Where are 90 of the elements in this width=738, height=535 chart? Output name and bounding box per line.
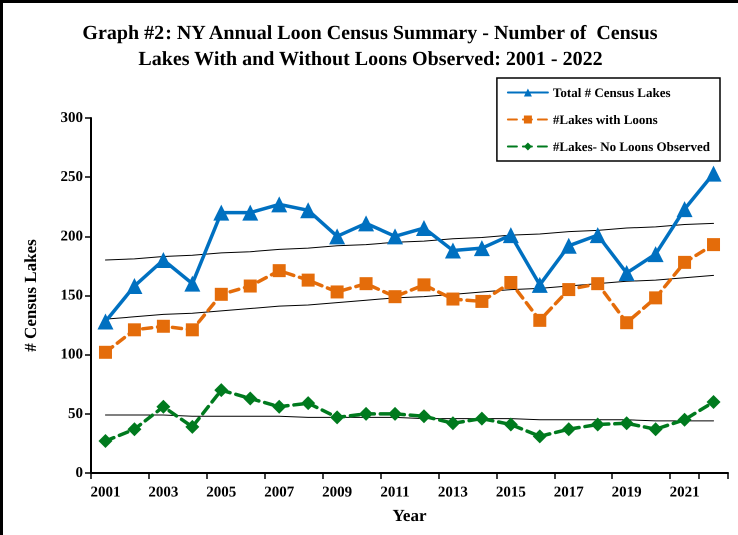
point [502, 227, 519, 244]
y-tick-label: 100 [60, 346, 83, 363]
point [590, 227, 606, 244]
x-tick-label: 2017 [554, 484, 584, 500]
point [359, 406, 374, 421]
point [560, 238, 577, 254]
x-tick-label: 2007 [264, 484, 295, 500]
y-tick-label: 250 [60, 169, 83, 186]
point [185, 420, 200, 434]
point [155, 252, 172, 268]
point [358, 215, 374, 232]
point [272, 264, 286, 278]
point [360, 277, 373, 290]
legend-label: Total # Census Lakes [552, 85, 671, 100]
point [474, 412, 489, 426]
point [618, 265, 635, 282]
x-axis-title: Year [392, 506, 427, 525]
point [648, 246, 664, 262]
point [475, 294, 488, 308]
point [649, 291, 662, 304]
point [532, 429, 547, 444]
point [417, 278, 430, 292]
point [591, 277, 604, 290]
point [387, 228, 404, 244]
x-tick-label: 2001 [90, 484, 120, 500]
point [126, 278, 142, 294]
x-tick-label: 2021 [670, 484, 700, 500]
point [128, 323, 141, 336]
point [214, 383, 228, 398]
point [127, 422, 142, 436]
y-tick-label: 0 [76, 465, 83, 481]
point [416, 409, 431, 424]
point [706, 395, 721, 409]
point [678, 256, 692, 269]
y-axis-title: # Census Lakes [21, 238, 40, 352]
x-tick-label: 2005 [206, 484, 236, 500]
point [242, 204, 258, 221]
point [302, 274, 315, 287]
y-tick-label: 150 [60, 288, 83, 304]
point [416, 220, 432, 236]
point [620, 416, 634, 430]
point [648, 422, 663, 436]
x-tick-label: 2009 [322, 484, 352, 500]
point [330, 285, 344, 298]
point [156, 320, 170, 333]
point [156, 400, 170, 414]
y-tick-label: 50 [68, 406, 83, 422]
x-tick-label: 2011 [380, 484, 410, 500]
point [388, 290, 402, 304]
point [590, 417, 605, 432]
point [186, 323, 199, 336]
legend-label: #Lakes with Loons [552, 112, 658, 127]
chart-title: Graph #2: NY Annual Loon Census Summary - Number of Census Lakes With and Without Loons Observed: 2001 - 2022 [82, 22, 658, 70]
point [504, 276, 518, 289]
point [707, 238, 720, 252]
x-tick-label: 2019 [612, 484, 642, 500]
point [676, 201, 693, 218]
point [329, 228, 346, 244]
y-tick-label: 200 [60, 228, 83, 244]
point [301, 396, 316, 410]
point [706, 166, 722, 182]
point [271, 196, 288, 212]
point [446, 292, 460, 306]
point [300, 202, 316, 218]
legend-label: #Lakes- No Loons Observed [552, 139, 711, 154]
x-tick-label: 2013 [438, 484, 468, 500]
point [272, 400, 286, 414]
point [446, 416, 460, 430]
point [244, 280, 257, 293]
point [444, 242, 461, 259]
point [98, 346, 112, 359]
point [214, 288, 228, 301]
point [330, 410, 344, 424]
point [533, 314, 546, 327]
point [388, 406, 402, 421]
point [474, 240, 490, 256]
point [184, 276, 200, 292]
point [504, 417, 518, 432]
point [243, 391, 258, 406]
point [562, 422, 576, 436]
point [213, 204, 230, 221]
y-tick-label: 300 [60, 110, 83, 126]
point [562, 283, 576, 296]
point [98, 434, 112, 448]
point [678, 412, 692, 427]
point [97, 314, 114, 330]
x-tick-label: 2015 [496, 484, 526, 500]
point [620, 316, 634, 330]
point [532, 276, 548, 293]
x-tick-label: 2003 [148, 484, 178, 500]
